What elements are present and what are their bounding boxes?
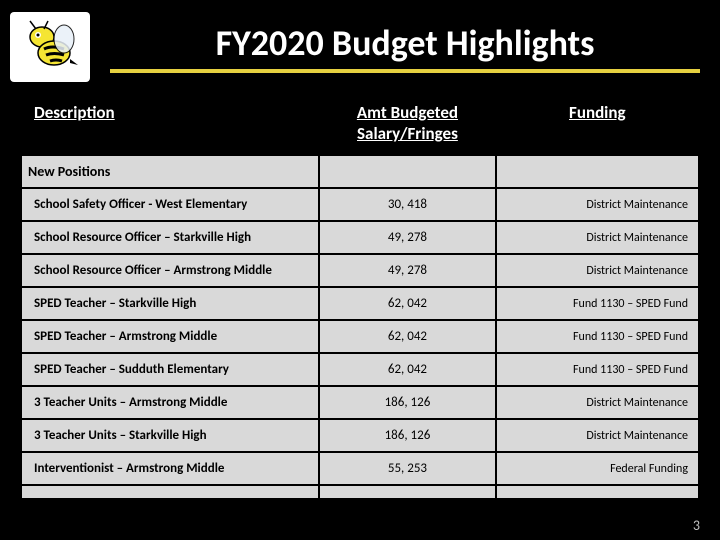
table-row: School Safety Officer - West Elementary3… [21, 188, 699, 221]
cell-description: 3 Teacher Units – Armstrong Middle [21, 386, 319, 419]
page-number: 3 [693, 517, 700, 534]
cell-amount: 55, 253 [319, 452, 495, 485]
cell-amount: 186, 126 [319, 386, 495, 419]
table-row: SPED Teacher – Sudduth Elementary62, 042… [21, 353, 699, 386]
cell-description: SPED Teacher – Armstrong Middle [21, 320, 319, 353]
col-funding: Funding [496, 95, 699, 155]
cell-description: 3 Teacher Units – Starkville High [21, 419, 319, 452]
cell-description: SPED Teacher – Starkville High [21, 287, 319, 320]
col-amount: Amt BudgetedSalary/Fringes [319, 95, 495, 155]
cell-funding: District Maintenance [496, 254, 699, 287]
cell-amount: 49, 278 [319, 254, 495, 287]
cell-amount: 62, 042 [319, 287, 495, 320]
cell-description: School Resource Officer – Armstrong Midd… [21, 254, 319, 287]
section-label: New Positions [21, 155, 319, 188]
cell-funding: District Maintenance [496, 221, 699, 254]
header-row: Description Amt BudgetedSalary/Fringes F… [21, 95, 699, 155]
budget-table-container: Description Amt BudgetedSalary/Fringes F… [0, 82, 720, 500]
table-row: Interventionist – Armstrong Middle55, 25… [21, 452, 699, 485]
cell-funding: Fund 1130 – SPED Fund [496, 353, 699, 386]
cell-amount: 62, 042 [319, 320, 495, 353]
school-logo [10, 12, 90, 82]
cell-description: School Resource Officer – Starkville Hig… [21, 221, 319, 254]
cell-amount: 30, 418 [319, 188, 495, 221]
page-title: FY2020 Budget Highlights [110, 21, 700, 73]
cell-funding: Federal Funding [496, 452, 699, 485]
table-row: 3 Teacher Units – Armstrong Middle186, 1… [21, 386, 699, 419]
cell-description: SPED Teacher – Sudduth Elementary [21, 353, 319, 386]
cell-funding: District Maintenance [496, 419, 699, 452]
cell-funding: Fund 1130 – SPED Fund [496, 320, 699, 353]
yellowjacket-icon [20, 19, 80, 75]
table-row: School Resource Officer – Armstrong Midd… [21, 254, 699, 287]
cell-description: Interventionist – Armstrong Middle [21, 452, 319, 485]
cell-amount: 186, 126 [319, 419, 495, 452]
table-row: SPED Teacher – Starkville High62, 042Fun… [21, 287, 699, 320]
cell-funding: District Maintenance [496, 386, 699, 419]
table-row: 3 Teacher Units – Starkville High186, 12… [21, 419, 699, 452]
section-row: New Positions [21, 155, 699, 188]
cell-amount: 49, 278 [319, 221, 495, 254]
budget-table: Description Amt BudgetedSalary/Fringes F… [20, 94, 700, 500]
empty-row [21, 485, 699, 499]
cell-funding: Fund 1130 – SPED Fund [496, 287, 699, 320]
cell-description: School Safety Officer - West Elementary [21, 188, 319, 221]
table-row: School Resource Officer – Starkville Hig… [21, 221, 699, 254]
cell-amount: 62, 042 [319, 353, 495, 386]
cell-funding: District Maintenance [496, 188, 699, 221]
table-row: SPED Teacher – Armstrong Middle62, 042Fu… [21, 320, 699, 353]
col-description: Description [21, 95, 319, 155]
